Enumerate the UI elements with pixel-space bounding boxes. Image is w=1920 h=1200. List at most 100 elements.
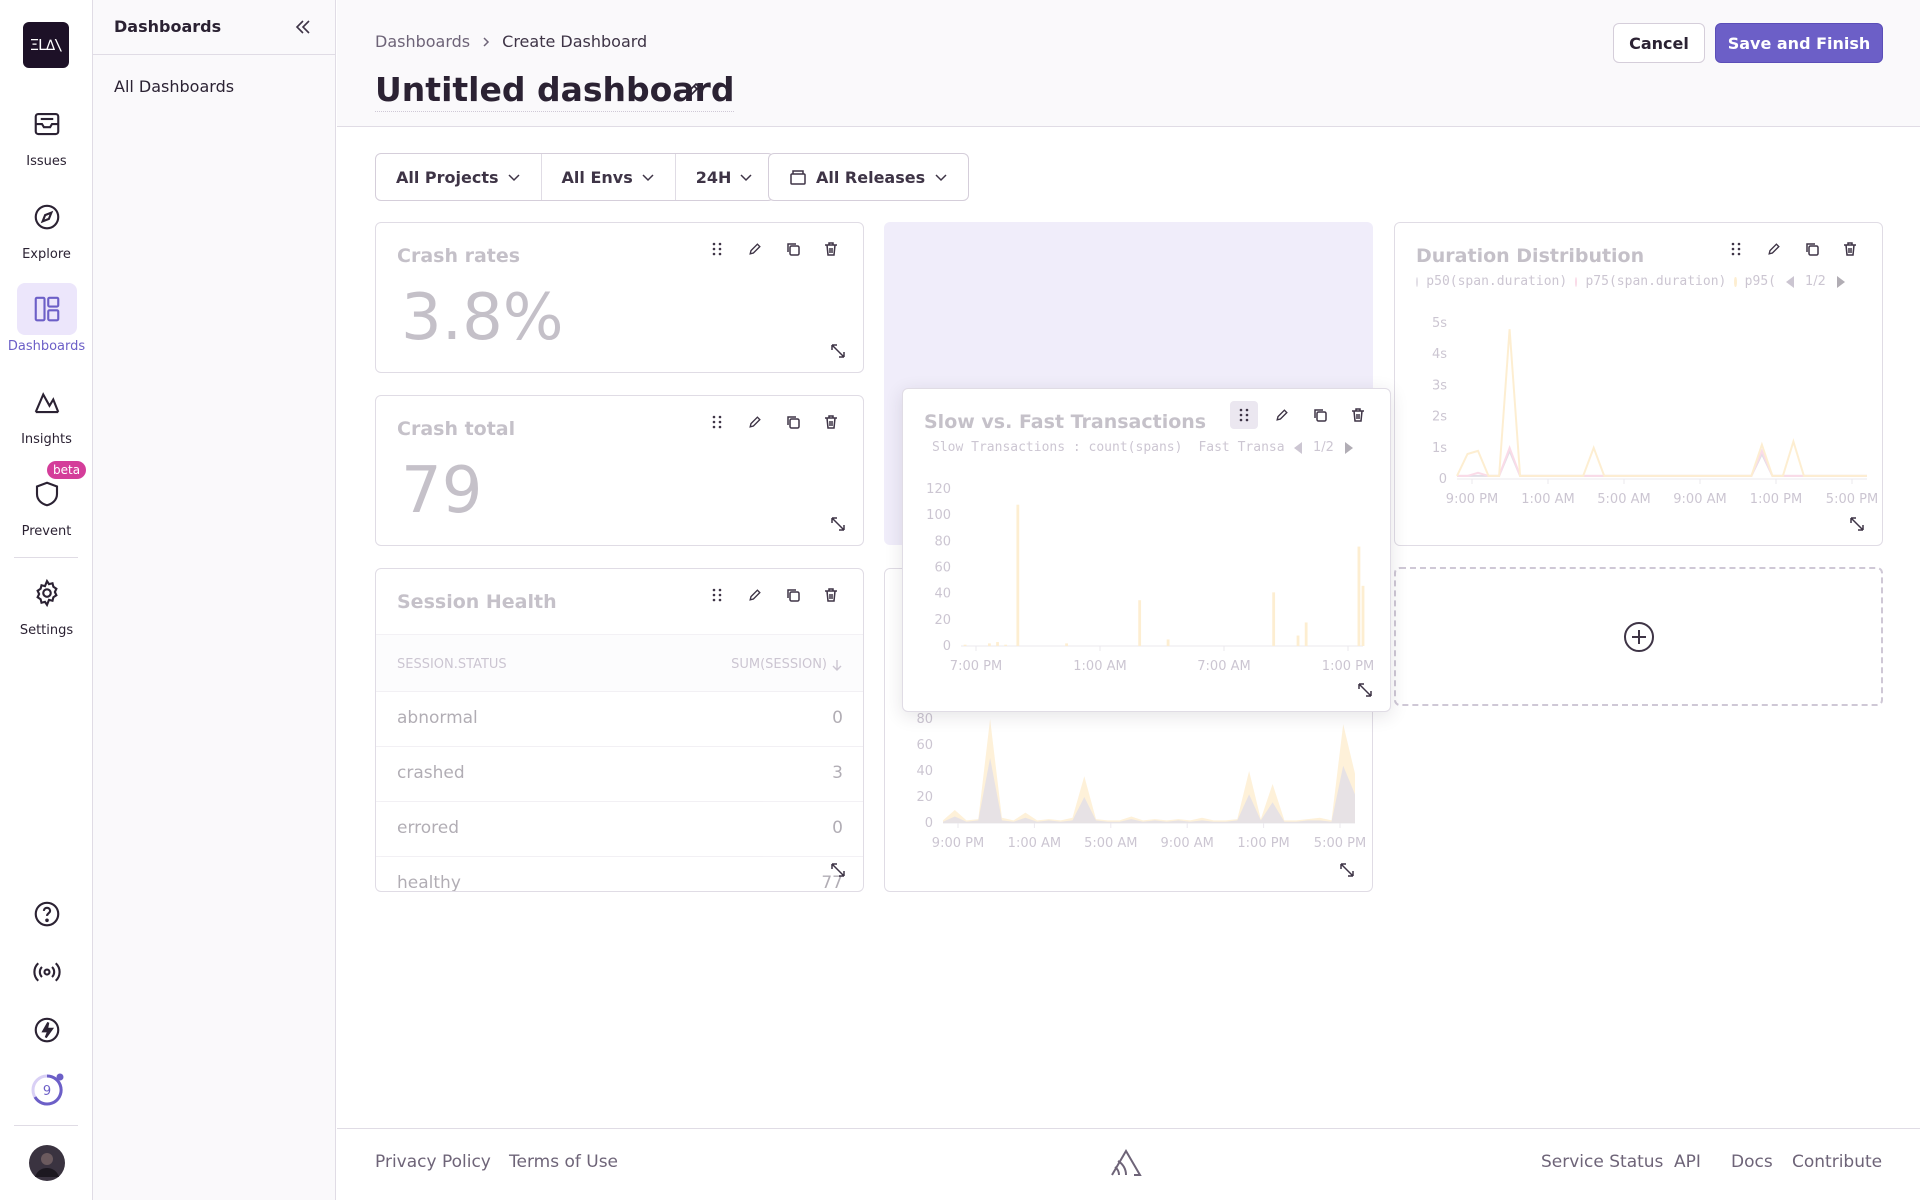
- onboarding-count: 9: [42, 1084, 50, 1099]
- broadcast-icon: [32, 962, 61, 982]
- cell-status: crashed: [397, 763, 465, 783]
- footer-docs-link[interactable]: Docs: [1731, 1152, 1773, 1172]
- add-widget-button[interactable]: [1394, 567, 1883, 706]
- drag-handle[interactable]: [703, 408, 731, 436]
- edit-widget-button[interactable]: [741, 581, 769, 609]
- x-tick-label: 5:00 PM: [1826, 492, 1878, 507]
- subnav-title: Dashboards: [114, 17, 222, 36]
- nav-settings[interactable]: Settings: [0, 567, 93, 638]
- pencil-icon: [1276, 409, 1288, 421]
- delete-widget-button[interactable]: [817, 408, 845, 436]
- edit-widget-button[interactable]: [741, 235, 769, 263]
- x-tick-label: 1:00 AM: [1521, 492, 1574, 507]
- slow-fast-chart: 120 100 80 60 40 20 0 7:00 PM 1:00 AM 7:00 AM 1:00…: [926, 482, 1374, 674]
- drag-handle[interactable]: [1230, 401, 1258, 429]
- drag-handle[interactable]: [703, 581, 731, 609]
- footer-contribute-link[interactable]: Contribute: [1792, 1152, 1883, 1172]
- dashboard-icon: [16, 283, 77, 335]
- whats-new-button[interactable]: [0, 1015, 93, 1045]
- project-filter[interactable]: All Projects: [376, 154, 541, 200]
- legend-swatch: [1734, 276, 1737, 287]
- duplicate-widget-button[interactable]: [1306, 401, 1334, 429]
- nav-insights[interactable]: Insights: [0, 376, 93, 447]
- bar: [988, 643, 991, 646]
- widget-toolbar: [1722, 235, 1864, 263]
- copy-icon: [787, 416, 800, 429]
- duplicate-widget-button[interactable]: [779, 408, 807, 436]
- user-avatar[interactable]: [0, 1145, 93, 1181]
- x-tick-label: 1:00 AM: [1008, 836, 1061, 851]
- breadcrumb: Dashboards Create Dashboard: [375, 32, 647, 51]
- nav-explore[interactable]: Explore: [0, 191, 93, 262]
- help-button[interactable]: [0, 899, 93, 929]
- resize-handle[interactable]: [1846, 513, 1868, 535]
- edit-title-button[interactable]: [683, 80, 703, 100]
- sentry-logo: [1110, 1148, 1142, 1178]
- series-area: [943, 719, 1355, 823]
- footer-status-link[interactable]: Service Status: [1541, 1152, 1664, 1172]
- edit-widget-button[interactable]: [1268, 401, 1296, 429]
- release-filter[interactable]: All Releases: [768, 153, 970, 201]
- resize-handle[interactable]: [827, 859, 849, 881]
- collapse-sidebar-button[interactable]: [293, 17, 313, 37]
- trash-icon: [1352, 408, 1364, 422]
- onboarding-progress[interactable]: 9: [0, 1072, 93, 1108]
- duplicate-widget-button[interactable]: [1798, 235, 1826, 263]
- legend-item[interactable]: p75(span.duration): [1585, 274, 1727, 289]
- y-tick-label: 0: [1439, 472, 1447, 487]
- legend-item[interactable]: p95(: [1744, 274, 1776, 289]
- caret-right-icon[interactable]: [1344, 441, 1354, 455]
- delete-widget-button[interactable]: [817, 581, 845, 609]
- environment-filter[interactable]: All Envs: [540, 154, 675, 200]
- resize-handle[interactable]: [827, 340, 849, 362]
- resize-handle[interactable]: [1354, 679, 1376, 701]
- widget-slow-vs-fast-dragging[interactable]: Slow vs. Fast Transactions Slow Transact…: [902, 388, 1391, 712]
- delete-widget-button[interactable]: [1344, 401, 1372, 429]
- footer-privacy-link[interactable]: Privacy Policy: [375, 1152, 491, 1172]
- org-logo[interactable]: ΞL∆\: [23, 22, 69, 68]
- x-tick-label: 5:00 AM: [1084, 836, 1137, 851]
- beta-badge: beta: [47, 461, 87, 479]
- y-tick-label: 20: [916, 790, 933, 805]
- resize-handle[interactable]: [827, 513, 849, 535]
- save-and-finish-button[interactable]: Save and Finish: [1715, 23, 1883, 63]
- cancel-button[interactable]: Cancel: [1613, 23, 1705, 63]
- subnav-header: Dashboards: [93, 0, 336, 55]
- legend-item[interactable]: Fast Transactio: [1198, 440, 1284, 455]
- caret-left-icon[interactable]: [1785, 275, 1795, 289]
- page-filters: All Projects All Envs 24H: [375, 153, 775, 201]
- breadcrumb-dashboards[interactable]: Dashboards: [375, 32, 471, 51]
- x-tick-label: 9:00 PM: [932, 836, 984, 851]
- nav-prevent[interactable]: Prevent: [0, 468, 93, 539]
- dashboard-title-input[interactable]: Untitled dashboard: [375, 70, 735, 112]
- column-header-session-status[interactable]: SESSION.STATUS: [397, 657, 507, 672]
- delete-widget-button[interactable]: [817, 235, 845, 263]
- series-line: [1457, 444, 1867, 477]
- duplicate-widget-button[interactable]: [779, 235, 807, 263]
- duplicate-widget-button[interactable]: [779, 581, 807, 609]
- subnav-item-all-dashboards[interactable]: All Dashboards: [114, 77, 235, 96]
- date-filter[interactable]: 24H: [674, 154, 774, 200]
- broadcasts-button[interactable]: [0, 957, 93, 987]
- caret-left-icon[interactable]: [1293, 441, 1303, 455]
- nav-prevent-label: Prevent: [21, 524, 72, 539]
- footer-api-link[interactable]: API: [1674, 1152, 1701, 1172]
- nav-dashboards[interactable]: Dashboards: [0, 283, 93, 354]
- y-tick-label: 120: [926, 482, 951, 497]
- page-header: Dashboards Create Dashboard Untitled das…: [337, 0, 1920, 127]
- edit-widget-button[interactable]: [1760, 235, 1788, 263]
- bar: [1357, 546, 1361, 646]
- resize-icon: [1340, 863, 1354, 877]
- footer-terms-link[interactable]: Terms of Use: [509, 1152, 619, 1172]
- legend-item[interactable]: Slow Transactions : count(spans): [932, 440, 1183, 455]
- table-row: errored 0: [376, 802, 863, 857]
- legend-item[interactable]: p50(span.duration): [1426, 274, 1568, 289]
- drag-handle[interactable]: [703, 235, 731, 263]
- column-header-sum-session[interactable]: SUM(SESSION): [731, 657, 843, 672]
- caret-right-icon[interactable]: [1836, 275, 1846, 289]
- drag-handle[interactable]: [1722, 235, 1750, 263]
- nav-issues[interactable]: Issues: [0, 98, 93, 169]
- resize-handle[interactable]: [1336, 859, 1358, 881]
- delete-widget-button[interactable]: [1836, 235, 1864, 263]
- edit-widget-button[interactable]: [741, 408, 769, 436]
